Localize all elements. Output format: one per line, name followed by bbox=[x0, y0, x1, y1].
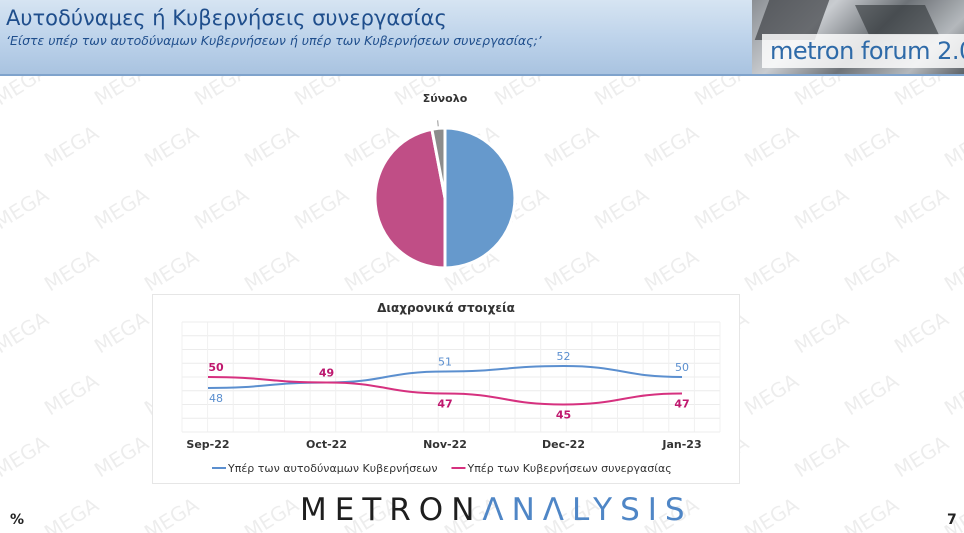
watermark-text: MEGA bbox=[0, 368, 3, 420]
watermark-text: MEGA bbox=[590, 182, 653, 234]
logo-metron-text: METRON bbox=[300, 492, 483, 528]
page-number: 7 bbox=[947, 512, 957, 528]
pie-slices bbox=[373, 120, 517, 270]
data-label: 49 bbox=[319, 367, 334, 380]
watermark-text: MEGA bbox=[0, 182, 53, 234]
watermark-text: MEGA bbox=[640, 244, 703, 296]
data-label: 47 bbox=[437, 398, 452, 411]
watermark-text: MEGA bbox=[690, 76, 753, 110]
watermark-text: MEGA bbox=[90, 182, 153, 234]
watermark-text: MEGA bbox=[540, 244, 603, 296]
slide-subtitle: ‘Είστε υπέρ των αυτοδύναμων Κυβερνήσεων … bbox=[6, 33, 542, 48]
watermark-text: MEGA bbox=[240, 492, 303, 533]
watermark-text: MEGA bbox=[840, 492, 903, 533]
x-tick-label: Dec-22 bbox=[542, 438, 585, 451]
watermark-text: MEGA bbox=[890, 76, 953, 110]
pie-chart: Σύνολο bbox=[373, 92, 517, 270]
watermark-text: MEGA bbox=[40, 120, 103, 172]
forum-logo-label: metron forum 2.0 bbox=[762, 34, 964, 68]
logo-photo-shape bbox=[855, 5, 939, 35]
watermark-text: MEGA bbox=[140, 492, 203, 533]
logo-analysis-text: ΛNΛLYSIS bbox=[482, 492, 693, 528]
watermark-text: MEGA bbox=[0, 76, 53, 110]
watermark-text: MEGA bbox=[0, 120, 3, 172]
data-label: 49 bbox=[320, 367, 334, 380]
watermark-text: MEGA bbox=[40, 368, 103, 420]
legend-label: Υπέρ των αυτοδύναμων Κυβερνήσεων bbox=[227, 462, 437, 475]
watermark-text: MEGA bbox=[90, 430, 153, 482]
pie-slice bbox=[430, 126, 447, 199]
pie-chart-title: Σύνολο bbox=[423, 92, 468, 105]
line-chart-x-ticks: Sep-22 Oct-22 Nov-22 Dec-22 Jan-23 bbox=[186, 438, 701, 451]
watermark-text: MEGA bbox=[890, 306, 953, 358]
x-tick-label: Nov-22 bbox=[423, 438, 467, 451]
pie-slice bbox=[373, 127, 447, 270]
data-label: 52 bbox=[557, 350, 571, 363]
watermark-text: MEGA bbox=[790, 306, 853, 358]
watermark-text: MEGA bbox=[790, 182, 853, 234]
x-tick-label: Oct-22 bbox=[306, 438, 347, 451]
watermark-text: MEGA bbox=[840, 244, 903, 296]
line-chart-title: Διαχρονικά στοιχεία bbox=[377, 301, 515, 315]
watermark-text: MEGA bbox=[740, 244, 803, 296]
watermark-text: MEGA bbox=[140, 120, 203, 172]
watermark-text: MEGA bbox=[0, 430, 53, 482]
data-label: 50 bbox=[208, 361, 224, 374]
line-chart-legend: Υπέρ των αυτοδύναμων Κυβερνήσεων Υπέρ των… bbox=[212, 462, 672, 475]
watermark-text: MEGA bbox=[540, 120, 603, 172]
data-label: 48 bbox=[209, 392, 223, 405]
forum-logo: metron forum 2.0 bbox=[752, 0, 964, 74]
watermark-text: MEGA bbox=[0, 492, 3, 533]
x-tick-label: Jan-23 bbox=[661, 438, 701, 451]
line-series-path bbox=[207, 364, 683, 389]
watermark-text: MEGA bbox=[940, 368, 964, 420]
watermark-text: MEGA bbox=[240, 120, 303, 172]
line-chart-series bbox=[207, 364, 683, 406]
watermark-text: MEGA bbox=[890, 182, 953, 234]
watermark-text: MEGA bbox=[0, 306, 53, 358]
data-label: 50 bbox=[675, 361, 689, 374]
slide-title: Αυτοδύναμες ή Κυβερνήσεις συνεργασίας bbox=[6, 6, 447, 30]
watermark-text: MEGA bbox=[290, 76, 353, 110]
x-tick-label: Sep-22 bbox=[186, 438, 229, 451]
line-chart-grid bbox=[181, 321, 721, 433]
watermark-text: MEGA bbox=[90, 76, 153, 110]
line-series-path bbox=[207, 376, 683, 406]
watermark-text: MEGA bbox=[740, 492, 803, 533]
watermark-text: MEGA bbox=[240, 244, 303, 296]
watermark-text: MEGA bbox=[640, 120, 703, 172]
watermark-text: MEGA bbox=[40, 492, 103, 533]
data-label: 47 bbox=[674, 398, 689, 411]
data-label: 51 bbox=[438, 356, 452, 369]
legend-label: Υπέρ των Κυβερνήσεων συνεργασίας bbox=[466, 462, 671, 475]
watermark-text: MEGA bbox=[840, 120, 903, 172]
watermark-text: MEGA bbox=[940, 244, 964, 296]
watermark-text: MEGA bbox=[790, 76, 853, 110]
pie-slice bbox=[443, 126, 517, 270]
slide-header: Αυτοδύναμες ή Κυβερνήσεις συνεργασίας ‘Ε… bbox=[0, 0, 964, 76]
watermark-text: MEGA bbox=[0, 244, 3, 296]
watermark-text: MEGA bbox=[740, 368, 803, 420]
line-chart-frame bbox=[152, 294, 740, 484]
watermark-text: MEGA bbox=[290, 182, 353, 234]
watermark-text: MEGA bbox=[140, 244, 203, 296]
watermark-text: MEGA bbox=[940, 120, 964, 172]
watermark-text: MEGA bbox=[790, 430, 853, 482]
data-label: 45 bbox=[556, 409, 571, 422]
watermark-text: MEGA bbox=[690, 182, 753, 234]
watermark-text: MEGA bbox=[840, 368, 903, 420]
watermark-text: MEGA bbox=[740, 120, 803, 172]
watermark-text: MEGA bbox=[40, 244, 103, 296]
watermark-text: MEGA bbox=[90, 306, 153, 358]
metron-analysis-logo: METRONΛNΛLYSIS bbox=[300, 492, 700, 528]
watermark-text: MEGA bbox=[890, 430, 953, 482]
pie-leader-line bbox=[437, 120, 439, 127]
watermark-text: MEGA bbox=[590, 76, 653, 110]
watermark-text: MEGA bbox=[190, 76, 253, 110]
watermark-text: MEGA bbox=[190, 182, 253, 234]
unit-label: % bbox=[10, 512, 25, 528]
